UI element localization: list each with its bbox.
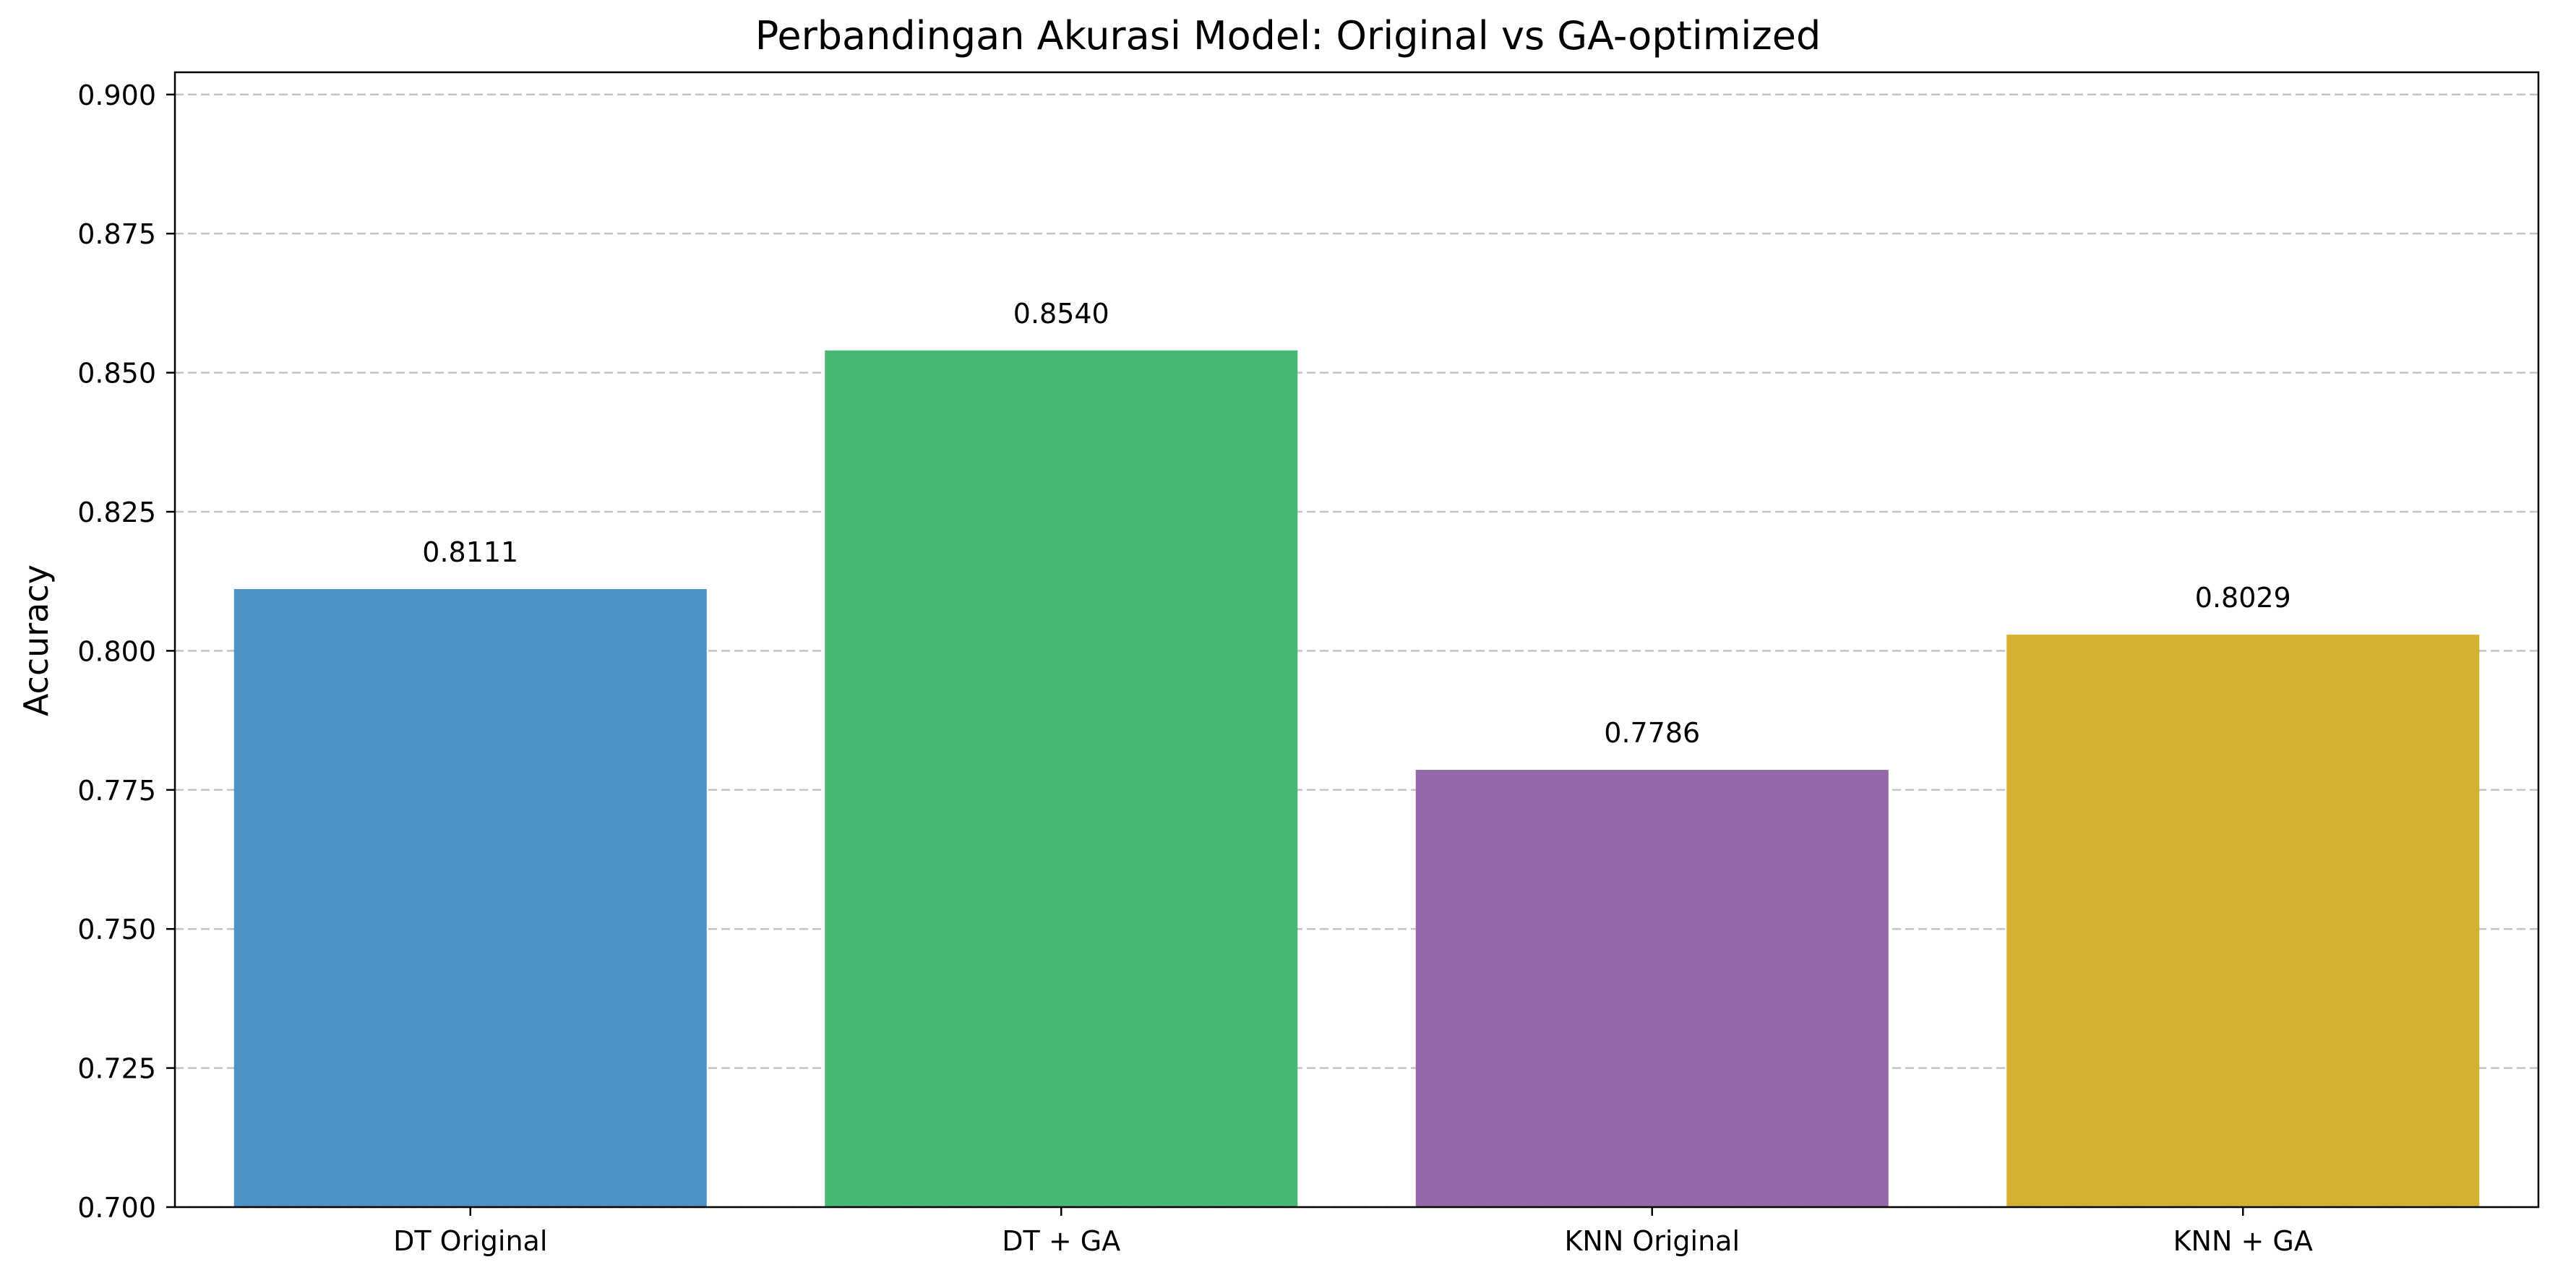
bar-knn-original — [1415, 770, 1889, 1207]
y-tick-label: 0.750 — [77, 914, 156, 945]
bar-value-label: 0.7786 — [1604, 717, 1700, 749]
y-tick-label: 0.900 — [77, 80, 156, 111]
y-tick-label: 0.825 — [77, 497, 156, 528]
bar-value-label: 0.8540 — [1013, 298, 1109, 330]
y-axis-ticks: 0.700 0.725 0.750 0.775 0.800 0.825 0.850 0.875… — [77, 80, 175, 1224]
y-axis-label: Accuracy — [17, 565, 56, 716]
x-tick-label: DT Original — [393, 1225, 547, 1257]
value-labels: 0.8111 0.8540 0.7786 0.8029 — [422, 298, 2291, 749]
bar-value-label: 0.8111 — [422, 536, 518, 568]
x-axis-ticks: DT Original DT + GA KNN Original KNN + GA — [393, 1207, 2313, 1257]
x-tick-label: KNN Original — [1564, 1225, 1740, 1257]
y-tick-label: 0.850 — [77, 358, 156, 390]
y-tick-label: 0.700 — [77, 1192, 156, 1224]
bar-dt-ga — [825, 350, 1298, 1207]
bar-dt-original — [233, 588, 707, 1207]
bar-knn-ga — [2006, 635, 2480, 1207]
chart-title: Perbandingan Akurasi Model: Original vs … — [755, 13, 1821, 59]
x-tick-label: DT + GA — [1002, 1225, 1120, 1257]
y-tick-label: 0.800 — [77, 635, 156, 667]
y-tick-label: 0.875 — [77, 218, 156, 250]
y-tick-label: 0.775 — [77, 775, 156, 807]
plot-frame — [173, 71, 2540, 1209]
bars — [233, 350, 2480, 1207]
y-tick-label: 0.725 — [77, 1053, 156, 1085]
x-tick-label: KNN + GA — [2173, 1225, 2313, 1257]
bar-value-label: 0.8029 — [2195, 582, 2291, 614]
